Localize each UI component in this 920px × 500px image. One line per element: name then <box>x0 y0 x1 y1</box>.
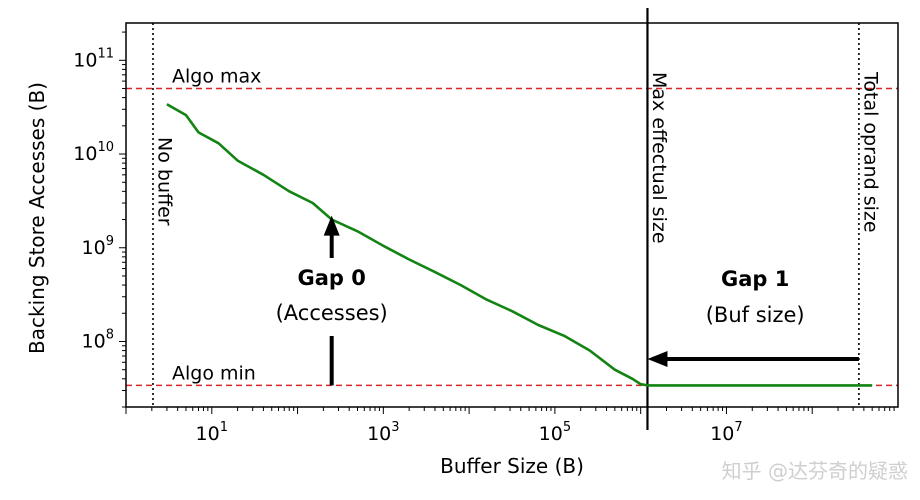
gap1-arrow-head <box>647 351 668 368</box>
reference-lines <box>126 87 898 387</box>
gap0-title: Gap 0 <box>298 266 366 290</box>
vline-label-total-oprand-size: Total oprand size <box>859 71 881 233</box>
x-tick-label-3: 103 <box>367 420 399 445</box>
x-axis-label: Buffer Size (B) <box>440 454 584 478</box>
vertical-markers <box>152 8 860 430</box>
series-group <box>166 103 873 387</box>
vline-label-max-effectual-size: Max effectual size <box>648 72 670 244</box>
y-tick-label-8: 108 <box>82 327 114 352</box>
watermark: 知乎 @达芬奇的疑惑 <box>721 459 908 483</box>
hline-label-algo-min: Algo min <box>172 362 256 384</box>
x-axis-ticks: 101 103 105 107 <box>125 407 895 445</box>
y-tick-label-11: 1011 <box>73 46 114 71</box>
x-tick-label-5: 105 <box>539 420 571 445</box>
gap1-title: Gap 1 <box>721 267 789 291</box>
series-line-0 <box>166 103 873 387</box>
y-tick-label-10: 1010 <box>73 140 114 165</box>
vline-label-no-buffer: No buffer <box>154 137 176 226</box>
x-tick-label-7: 107 <box>710 420 742 445</box>
y-tick-label-9: 109 <box>82 234 114 259</box>
hline-label-algo-max: Algo max <box>172 66 261 88</box>
plot-frame <box>125 22 899 408</box>
gap0-arrow-head <box>323 215 340 236</box>
y-axis-ticks: 108 109 1010 1011 <box>73 31 126 408</box>
x-tick-label-1: 101 <box>196 420 228 445</box>
chart-labels: Algo max Algo min No buffer Max effectual s… <box>154 66 882 385</box>
gap1-subtitle: (Buf size) <box>706 303 805 327</box>
gap0-subtitle: (Accesses) <box>276 301 388 325</box>
annotation-arrows <box>323 215 859 386</box>
y-axis-label: Backing Store Accesses (B) <box>25 82 49 354</box>
